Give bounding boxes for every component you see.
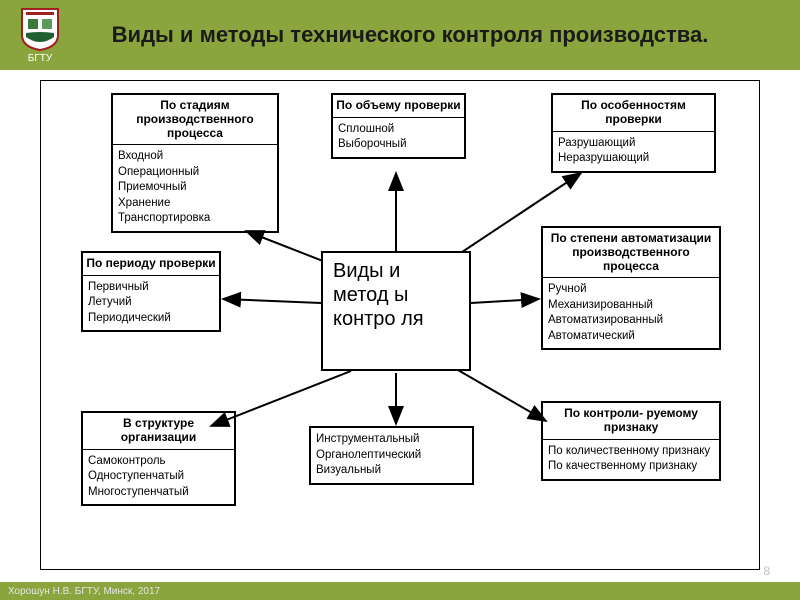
shield-icon	[20, 7, 60, 51]
logo-block: БГТУ	[10, 7, 70, 64]
slide-title: Виды и методы технического контроля прои…	[70, 22, 790, 48]
page-number: 8	[763, 564, 770, 578]
slide-header: БГТУ Виды и методы технического контроля…	[0, 0, 800, 70]
footer-text: Хорошун Н.В. БГТУ, Минск, 2017	[8, 586, 160, 597]
center-node: Виды и метод ы контро ля	[321, 251, 471, 371]
logo-label: БГТУ	[28, 53, 52, 64]
diagram-frame: По стадиям производственного процессаВхо…	[40, 80, 760, 570]
center-label: Виды и метод ы контро ля	[333, 260, 424, 330]
slide-footer: Хорошун Н.В. БГТУ, Минск, 2017	[0, 582, 800, 600]
